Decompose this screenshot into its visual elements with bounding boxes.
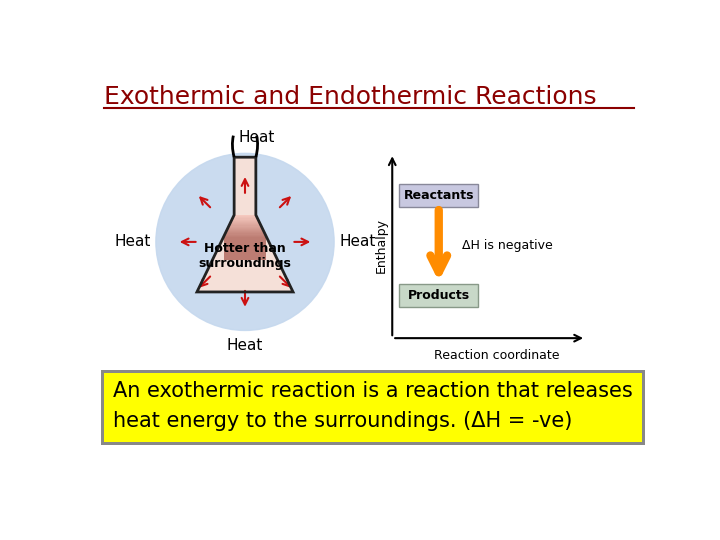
Polygon shape bbox=[228, 228, 262, 251]
Circle shape bbox=[156, 153, 334, 330]
Text: An exothermic reaction is a reaction that releases: An exothermic reaction is a reaction tha… bbox=[113, 381, 633, 401]
FancyBboxPatch shape bbox=[399, 284, 478, 307]
Polygon shape bbox=[233, 216, 256, 239]
Text: Heat: Heat bbox=[227, 339, 264, 353]
Polygon shape bbox=[226, 232, 264, 255]
FancyBboxPatch shape bbox=[399, 184, 478, 207]
Bar bbox=[104, 373, 642, 442]
PathPatch shape bbox=[197, 157, 293, 292]
Text: ΔH is negative: ΔH is negative bbox=[462, 239, 553, 252]
Polygon shape bbox=[228, 226, 261, 249]
Text: Products: Products bbox=[408, 289, 470, 302]
Text: Hotter than
surroundings: Hotter than surroundings bbox=[199, 242, 292, 270]
Text: Reaction coordinate: Reaction coordinate bbox=[434, 349, 559, 362]
Polygon shape bbox=[234, 215, 256, 238]
Polygon shape bbox=[232, 220, 258, 242]
Polygon shape bbox=[225, 233, 265, 256]
Text: Exothermic and Endothermic Reactions: Exothermic and Endothermic Reactions bbox=[104, 85, 597, 109]
Text: Heat: Heat bbox=[114, 234, 150, 249]
Polygon shape bbox=[231, 222, 259, 245]
Text: Heat: Heat bbox=[339, 234, 376, 249]
Polygon shape bbox=[225, 234, 266, 258]
Polygon shape bbox=[231, 221, 258, 244]
Text: Heat: Heat bbox=[238, 131, 275, 145]
Polygon shape bbox=[226, 231, 264, 254]
Text: heat energy to the surroundings. (ΔH = -ve): heat energy to the surroundings. (ΔH = -… bbox=[113, 410, 572, 430]
Polygon shape bbox=[233, 217, 257, 240]
Polygon shape bbox=[229, 225, 261, 248]
Polygon shape bbox=[230, 223, 260, 246]
Polygon shape bbox=[228, 229, 263, 252]
Polygon shape bbox=[233, 218, 258, 241]
Bar bbox=[101, 370, 645, 445]
Polygon shape bbox=[224, 236, 266, 259]
Polygon shape bbox=[230, 224, 261, 247]
Polygon shape bbox=[227, 230, 263, 253]
Text: Enthalpy: Enthalpy bbox=[375, 218, 388, 273]
Text: Reactants: Reactants bbox=[403, 189, 474, 202]
Polygon shape bbox=[223, 237, 266, 260]
